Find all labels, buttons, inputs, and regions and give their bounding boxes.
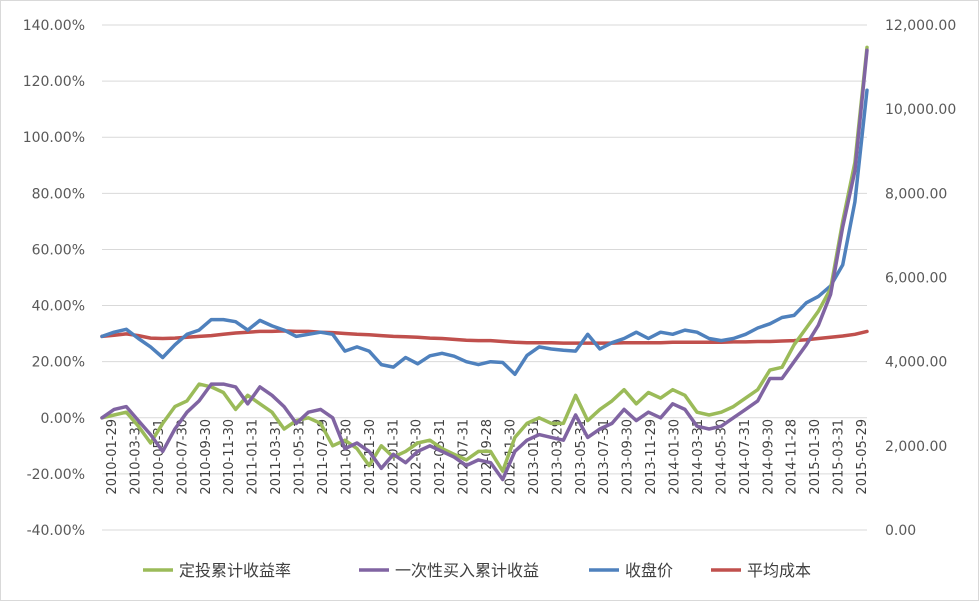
x-tick-label: 2014-01-30 xyxy=(668,419,683,495)
x-axis-ticks: 2010-01-29 2010-03-31 2010-05-31 2010-07-30… xyxy=(105,419,870,495)
series-line-3 xyxy=(100,329,869,345)
left-tick-label: 100.00% xyxy=(23,130,85,146)
left-tick-label: 80.00% xyxy=(32,186,85,202)
left-tick-label: 140.00% xyxy=(23,18,85,34)
x-tick-label: 2014-09-30 xyxy=(761,419,776,495)
right-tick-label: 10,000.00 xyxy=(885,102,956,118)
x-tick-label: 2010-11-30 xyxy=(222,419,237,495)
series-lines xyxy=(100,45,869,482)
x-tick-label: 2014-11-28 xyxy=(785,419,800,495)
left-tick-label: 40.00% xyxy=(32,299,85,315)
x-tick-label: 2011-03-31 xyxy=(269,419,284,495)
right-tick-label: 12,000.00 xyxy=(885,18,956,34)
left-tick-label: -40.00% xyxy=(27,523,85,539)
x-tick-label: 2013-03-29 xyxy=(550,419,565,495)
legend: 定投累计收益率 一次性买入累计收益 收盘价 平均成本 xyxy=(143,561,811,580)
x-tick-label: 2011-11-30 xyxy=(363,419,378,495)
x-tick-label: 2013-05-31 xyxy=(574,419,589,495)
x-tick-label: 2010-09-30 xyxy=(199,419,214,495)
x-tick-label: 2012-09-28 xyxy=(480,419,495,495)
legend-label: 平均成本 xyxy=(747,561,811,580)
right-tick-label: 6,000.00 xyxy=(885,271,947,287)
x-tick-label: 2014-05-30 xyxy=(714,419,729,495)
x-tick-label: 2012-03-30 xyxy=(410,419,425,495)
x-tick-label: 2013-07-31 xyxy=(597,419,612,495)
right-tick-label: 2,000.00 xyxy=(885,439,947,455)
x-tick-label: 2015-01-30 xyxy=(808,419,823,495)
x-tick-label: 2015-03-31 xyxy=(832,419,847,495)
x-tick-label: 2012-07-31 xyxy=(457,419,472,495)
right-tick-label: 4,000.00 xyxy=(885,355,947,371)
x-tick-label: 2010-07-30 xyxy=(175,419,190,495)
x-tick-label: 2014-07-31 xyxy=(738,419,753,495)
x-tick-label: 2011-09-30 xyxy=(339,419,354,495)
series-line-0 xyxy=(100,45,869,473)
x-tick-label: 2011-05-31 xyxy=(293,419,308,495)
legend-label: 一次性买入累计收益 xyxy=(395,561,539,580)
legend-label: 收盘价 xyxy=(625,561,673,580)
right-axis-ticks: 0.00 2,000.00 4,000.00 6,000.00 8,000.00 10,0… xyxy=(885,18,956,539)
gridlines xyxy=(102,24,867,531)
x-tick-label: 2013-09-30 xyxy=(621,419,636,495)
x-tick-label: 2011-01-31 xyxy=(246,419,261,495)
left-tick-label: 120.00% xyxy=(23,74,85,90)
right-tick-label: 8,000.00 xyxy=(885,186,947,202)
x-tick-label: 2010-03-31 xyxy=(128,419,143,495)
series-line-2 xyxy=(100,88,869,377)
left-tick-label: -20.00% xyxy=(27,467,85,483)
left-axis-ticks: -40.00% -20.00% 0.00% 20.00% 40.00% 60.00% 80.… xyxy=(23,18,85,539)
left-tick-label: 20.00% xyxy=(32,355,85,371)
left-tick-label: 60.00% xyxy=(32,242,85,258)
right-tick-label: 0.00 xyxy=(885,523,916,539)
legend-label: 定投累计收益率 xyxy=(179,561,291,580)
x-tick-label: 2014-03-31 xyxy=(691,419,706,495)
series-line-1 xyxy=(100,48,869,482)
x-tick-label: 2013-01-31 xyxy=(527,419,542,495)
x-tick-label: 2010-01-29 xyxy=(105,419,120,495)
x-tick-label: 2013-11-29 xyxy=(644,419,659,495)
left-tick-label: 0.00% xyxy=(41,411,85,427)
x-tick-label: 2012-05-31 xyxy=(433,419,448,495)
x-tick-label: 2015-05-29 xyxy=(855,419,870,495)
